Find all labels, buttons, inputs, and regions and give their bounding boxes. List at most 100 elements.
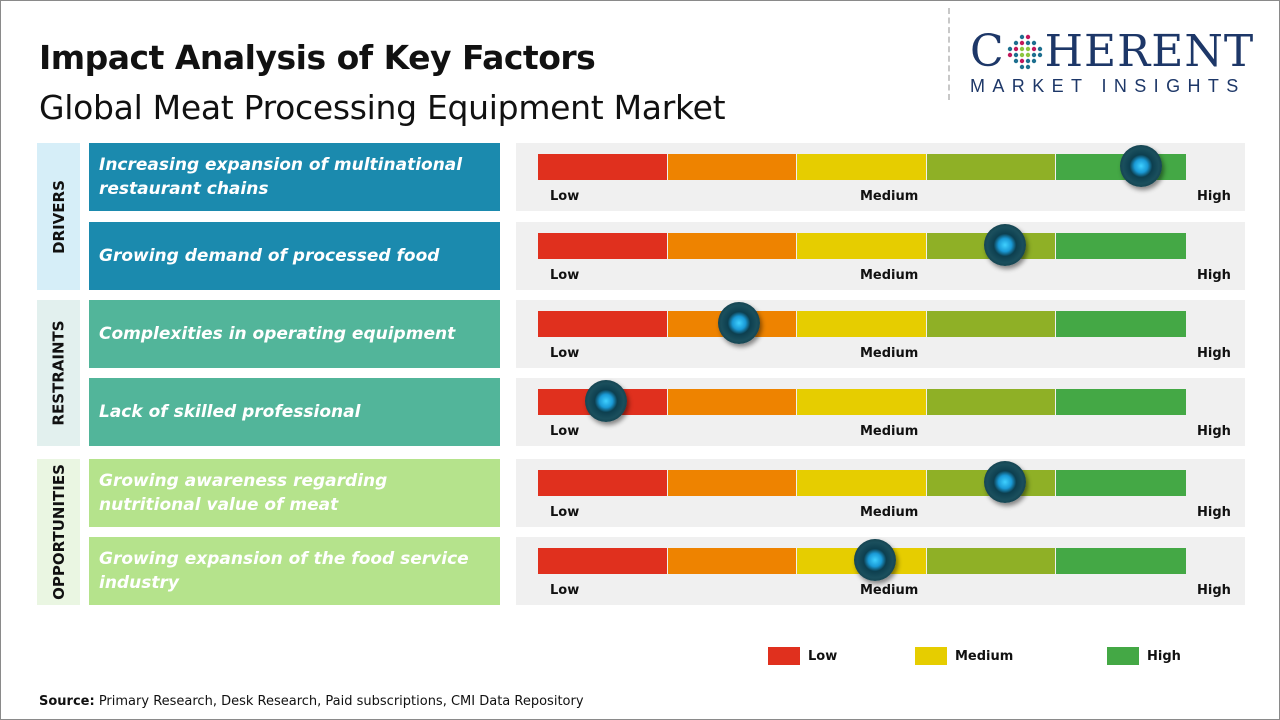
scale-label: Low	[550, 424, 580, 439]
factor-label: Growing expansion of the food service in…	[89, 537, 500, 605]
category-restraints: RESTRAINTS	[37, 300, 80, 446]
logo-dot	[1025, 34, 1030, 40]
gauge-segment	[926, 154, 1056, 180]
gauge-segment	[1056, 311, 1186, 337]
legend-item-high: High	[1107, 647, 1181, 665]
impact-gauge: Low Medium High	[516, 222, 1245, 290]
logo-dot	[1013, 58, 1018, 64]
scale-label: Low	[550, 346, 580, 361]
scale-label: Medium	[860, 424, 919, 439]
scale-label: Medium	[860, 268, 919, 283]
gauge-segment	[797, 389, 926, 415]
impact-gauge: Low Medium High	[516, 459, 1245, 527]
scale-label: High	[1197, 189, 1231, 204]
gauge-segment	[667, 154, 797, 180]
factor-label: Complexities in operating equipment	[89, 300, 500, 368]
gauge-segment	[1056, 548, 1186, 574]
logo-wordmark: C HERENT	[970, 30, 1260, 74]
gauge-segment	[538, 470, 667, 496]
scale-label: Low	[550, 583, 580, 598]
impact-gauge: Low Medium High	[516, 378, 1245, 446]
logo-dot	[1031, 52, 1036, 58]
gauge-segment	[797, 470, 926, 496]
gauge-segment	[538, 233, 667, 259]
scale-label: High	[1197, 346, 1231, 361]
logo: C HERENT MARKET INSIGHTS	[970, 30, 1260, 97]
logo-dot	[1031, 58, 1036, 64]
impact-marker	[983, 224, 1026, 266]
legend-swatch-low	[768, 647, 800, 665]
legend-item-medium: Medium	[915, 647, 1013, 665]
gauge-segment	[667, 389, 797, 415]
category-drivers: DRIVERS	[37, 143, 80, 290]
logo-dot	[1013, 52, 1018, 58]
source-text: Primary Research, Desk Research, Paid su…	[94, 694, 584, 709]
gauge-segment	[1056, 233, 1186, 259]
gauge-segment	[797, 311, 926, 337]
logo-text-right: HERENT	[1044, 26, 1255, 77]
scale-label: Low	[550, 189, 580, 204]
gauge-segment	[926, 548, 1056, 574]
scale-label: Low	[550, 505, 580, 520]
impact-gauge: Low Medium High	[516, 300, 1245, 368]
divider	[948, 8, 950, 100]
scale-label: Medium	[860, 583, 919, 598]
gauge-segment	[667, 233, 797, 259]
gauge-segment	[667, 548, 797, 574]
logo-dot	[1019, 40, 1024, 46]
logo-dot	[1013, 46, 1018, 52]
scale-label: High	[1197, 505, 1231, 520]
category-label: OPPORTUNITIES	[49, 464, 68, 600]
logo-dot	[1019, 58, 1024, 64]
page-title: Impact Analysis of Key Factors	[39, 38, 596, 77]
gauge-segment	[926, 311, 1056, 337]
logo-dot	[1019, 34, 1024, 40]
scale-label: High	[1197, 583, 1231, 598]
legend-label: High	[1147, 648, 1181, 664]
logo-dot	[1019, 46, 1024, 52]
gauge-segment	[926, 389, 1056, 415]
scale-label: Medium	[860, 346, 919, 361]
scale-label: Low	[550, 268, 580, 283]
impact-gauge: Low Medium High	[516, 537, 1245, 605]
logo-tagline: MARKET INSIGHTS	[970, 76, 1246, 96]
scale-label: Medium	[860, 189, 919, 204]
category-opportunities: OPPORTUNITIES	[37, 459, 80, 605]
logo-dot	[1019, 64, 1024, 70]
impact-marker	[983, 461, 1026, 503]
logo-dot	[1025, 40, 1030, 46]
logo-dot	[1025, 58, 1030, 64]
impact-marker	[853, 539, 896, 581]
gauge-segment	[667, 470, 797, 496]
logo-dot	[1031, 40, 1036, 46]
logo-dot	[1037, 52, 1042, 58]
logo-dot	[1007, 52, 1012, 58]
scale-label: Medium	[860, 505, 919, 520]
scale-label: High	[1197, 268, 1231, 283]
gauge-segment	[1056, 389, 1186, 415]
logo-dot	[1019, 52, 1024, 58]
legend-swatch-high	[1107, 647, 1139, 665]
logo-dot	[1025, 46, 1030, 52]
category-label: RESTRAINTS	[49, 320, 68, 426]
category-label: DRIVERS	[49, 179, 68, 254]
page-subtitle: Global Meat Processing Equipment Market	[39, 88, 726, 127]
source-label: Source:	[39, 694, 95, 709]
factor-label: Lack of skilled professional	[89, 378, 500, 446]
impact-gauge: Low Medium High	[516, 143, 1245, 211]
gauge-segment	[538, 311, 667, 337]
gauge-segment	[797, 154, 926, 180]
source-note: Source: Primary Research, Desk Research,…	[39, 694, 584, 709]
logo-dot	[1037, 46, 1042, 52]
legend-swatch-medium	[915, 647, 947, 665]
factor-label: Growing awareness regarding nutritional …	[89, 459, 500, 527]
globe-dots-icon	[1007, 34, 1042, 70]
factor-label: Increasing expansion of multinational re…	[89, 143, 500, 211]
scale-label: High	[1197, 424, 1231, 439]
legend-label: Medium	[955, 648, 1014, 664]
legend-label: Low	[808, 648, 838, 664]
gauge-segment	[538, 154, 667, 180]
logo-dot	[1031, 46, 1036, 52]
logo-dot	[1025, 64, 1030, 70]
gauge-segment	[538, 548, 667, 574]
